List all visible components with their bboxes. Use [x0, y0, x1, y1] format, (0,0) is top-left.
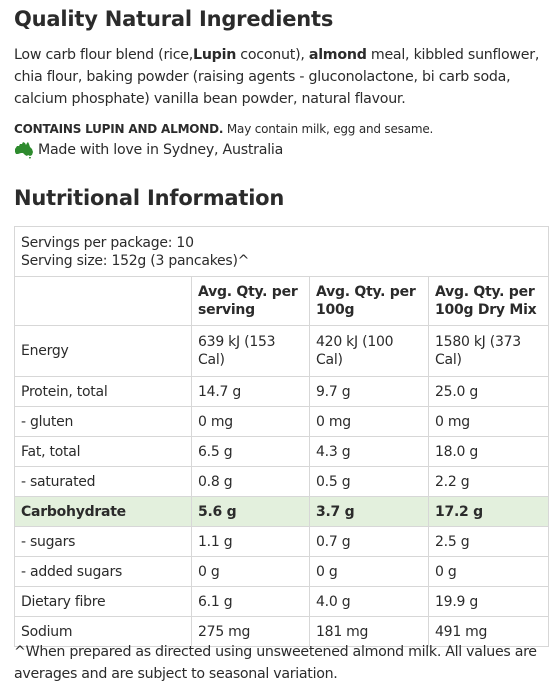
ingredients-part-2: coconut),: [236, 47, 309, 63]
table-row: - sugars 1.1 g 0.7 g 2.5 g: [14, 526, 550, 557]
ingredients-part-1: Low carb flour blend (rice,: [14, 47, 194, 63]
table-row: Energy 639 kJ (153 Cal) 420 kJ (100 Cal)…: [14, 325, 550, 377]
serving-size: Serving size: 152g (3 pancakes)^: [21, 252, 250, 269]
value-per-100g: 0.7 g: [309, 526, 429, 557]
value-dry-mix: 1580 kJ (373 Cal): [427, 325, 550, 377]
servings-cell: Servings per package: 10 Serving size: 1…: [13, 226, 550, 277]
value-dry-mix: 18.0 g: [427, 436, 550, 467]
table-row: - gluten 0 mg 0 mg 0 mg: [14, 406, 550, 437]
header-cell: Avg. Qty. per 100g: [309, 276, 429, 326]
value-per-100g: 0.5 g: [309, 466, 429, 497]
nutrient-label: - saturated: [14, 466, 192, 497]
table-row: Sodium 275 mg 181 mg 491 mg: [14, 616, 550, 647]
nutrient-label: - sugars: [14, 526, 192, 557]
value-per-100g: 4.0 g: [309, 586, 429, 617]
header-cell: Avg. Qty. per 100g Dry Mix: [427, 276, 550, 326]
value-per-serving: 14.7 g: [191, 376, 310, 407]
allergen-almond: almond: [308, 47, 367, 63]
value-per-serving: 6.5 g: [191, 436, 310, 467]
value-dry-mix: 19.9 g: [427, 586, 550, 617]
table-row: Dietary fibre 6.1 g 4.0 g 19.9 g: [14, 586, 550, 617]
value-dry-mix: 25.0 g: [427, 376, 550, 407]
footnote: ^When prepared as directed using unsweet…: [14, 644, 537, 682]
table-header-row: Avg. Qty. per serving Avg. Qty. per 100g…: [14, 276, 550, 326]
value-per-serving: 0 g: [191, 556, 310, 587]
value-per-100g: 4.3 g: [309, 436, 429, 467]
nutrient-label: Carbohydrate: [14, 496, 192, 527]
nutrient-label: - gluten: [14, 406, 192, 437]
value-per-100g: 0 mg: [309, 406, 429, 437]
value-per-100g: 181 mg: [309, 616, 429, 647]
origin-text: Made with love in Sydney, Australia: [38, 142, 284, 158]
nutrition-table: Servings per package: 10 Serving size: 1…: [13, 226, 550, 647]
allergen-lupin: Lupin: [193, 47, 237, 63]
value-per-serving: 639 kJ (153 Cal): [191, 325, 310, 377]
value-per-100g: 3.7 g: [309, 496, 429, 527]
table-row: - added sugars 0 g 0 g 0 g: [14, 556, 550, 587]
value-dry-mix: 2.2 g: [427, 466, 550, 497]
value-per-100g: 9.7 g: [309, 376, 429, 407]
servings-row: Servings per package: 10 Serving size: 1…: [13, 226, 550, 277]
nutrition-heading: Nutritional Information: [14, 186, 285, 210]
allergen-statement: CONTAINS LUPIN AND ALMOND. May contain m…: [14, 120, 433, 138]
value-per-serving: 5.6 g: [191, 496, 310, 527]
nutrient-label: Dietary fibre: [14, 586, 192, 617]
ingredients-list: Low carb flour blend (rice,Lupin coconut…: [14, 44, 548, 110]
value-per-serving: 0 mg: [191, 406, 310, 437]
table-row: Protein, total 14.7 g 9.7 g 25.0 g: [14, 376, 550, 407]
header-cell: [14, 276, 192, 326]
australia-map-icon: [14, 141, 34, 159]
allergen-may-contain: May contain milk, egg and sesame.: [223, 122, 434, 136]
nutrient-label: Protein, total: [14, 376, 192, 407]
table-row: Fat, total 6.5 g 4.3 g 18.0 g: [14, 436, 550, 467]
origin-statement: Made with love in Sydney, Australia: [14, 140, 283, 160]
value-per-serving: 1.1 g: [191, 526, 310, 557]
nutrient-label: - added sugars: [14, 556, 192, 587]
table-row: - saturated 0.8 g 0.5 g 2.2 g: [14, 466, 550, 497]
allergen-contains: CONTAINS LUPIN AND ALMOND.: [14, 122, 224, 136]
value-dry-mix: 491 mg: [427, 616, 550, 647]
value-dry-mix: 0 mg: [427, 406, 550, 437]
value-dry-mix: 17.2 g: [427, 496, 550, 527]
nutrient-label: Sodium: [14, 616, 192, 647]
value-per-100g: 0 g: [309, 556, 429, 587]
nutrient-label: Energy: [14, 325, 192, 377]
nutrient-label: Fat, total: [14, 436, 192, 467]
value-per-serving: 6.1 g: [191, 586, 310, 617]
header-cell: Avg. Qty. per serving: [191, 276, 310, 326]
value-per-serving: 0.8 g: [191, 466, 310, 497]
ingredients-part-3: meal, kibbled sunflower, chia flour, bak…: [14, 47, 540, 107]
servings-per-package: Servings per package: 10: [21, 234, 194, 251]
value-per-serving: 275 mg: [191, 616, 310, 647]
table-row-highlighted: Carbohydrate 5.6 g 3.7 g 17.2 g: [14, 496, 550, 527]
value-dry-mix: 0 g: [427, 556, 550, 587]
value-per-100g: 420 kJ (100 Cal): [309, 325, 429, 377]
value-dry-mix: 2.5 g: [427, 526, 550, 557]
ingredients-heading: Quality Natural Ingredients: [14, 7, 334, 31]
